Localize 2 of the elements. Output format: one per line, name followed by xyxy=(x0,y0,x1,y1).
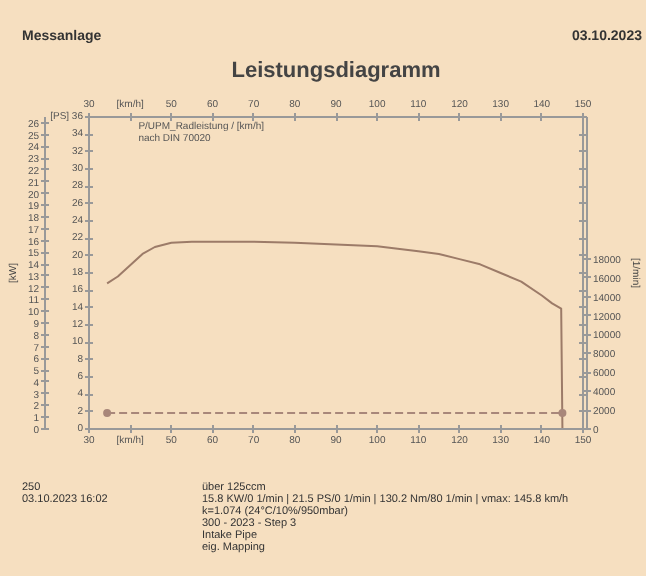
chart-title: Leistungsdiagramm xyxy=(231,59,441,83)
line-series xyxy=(106,240,564,429)
